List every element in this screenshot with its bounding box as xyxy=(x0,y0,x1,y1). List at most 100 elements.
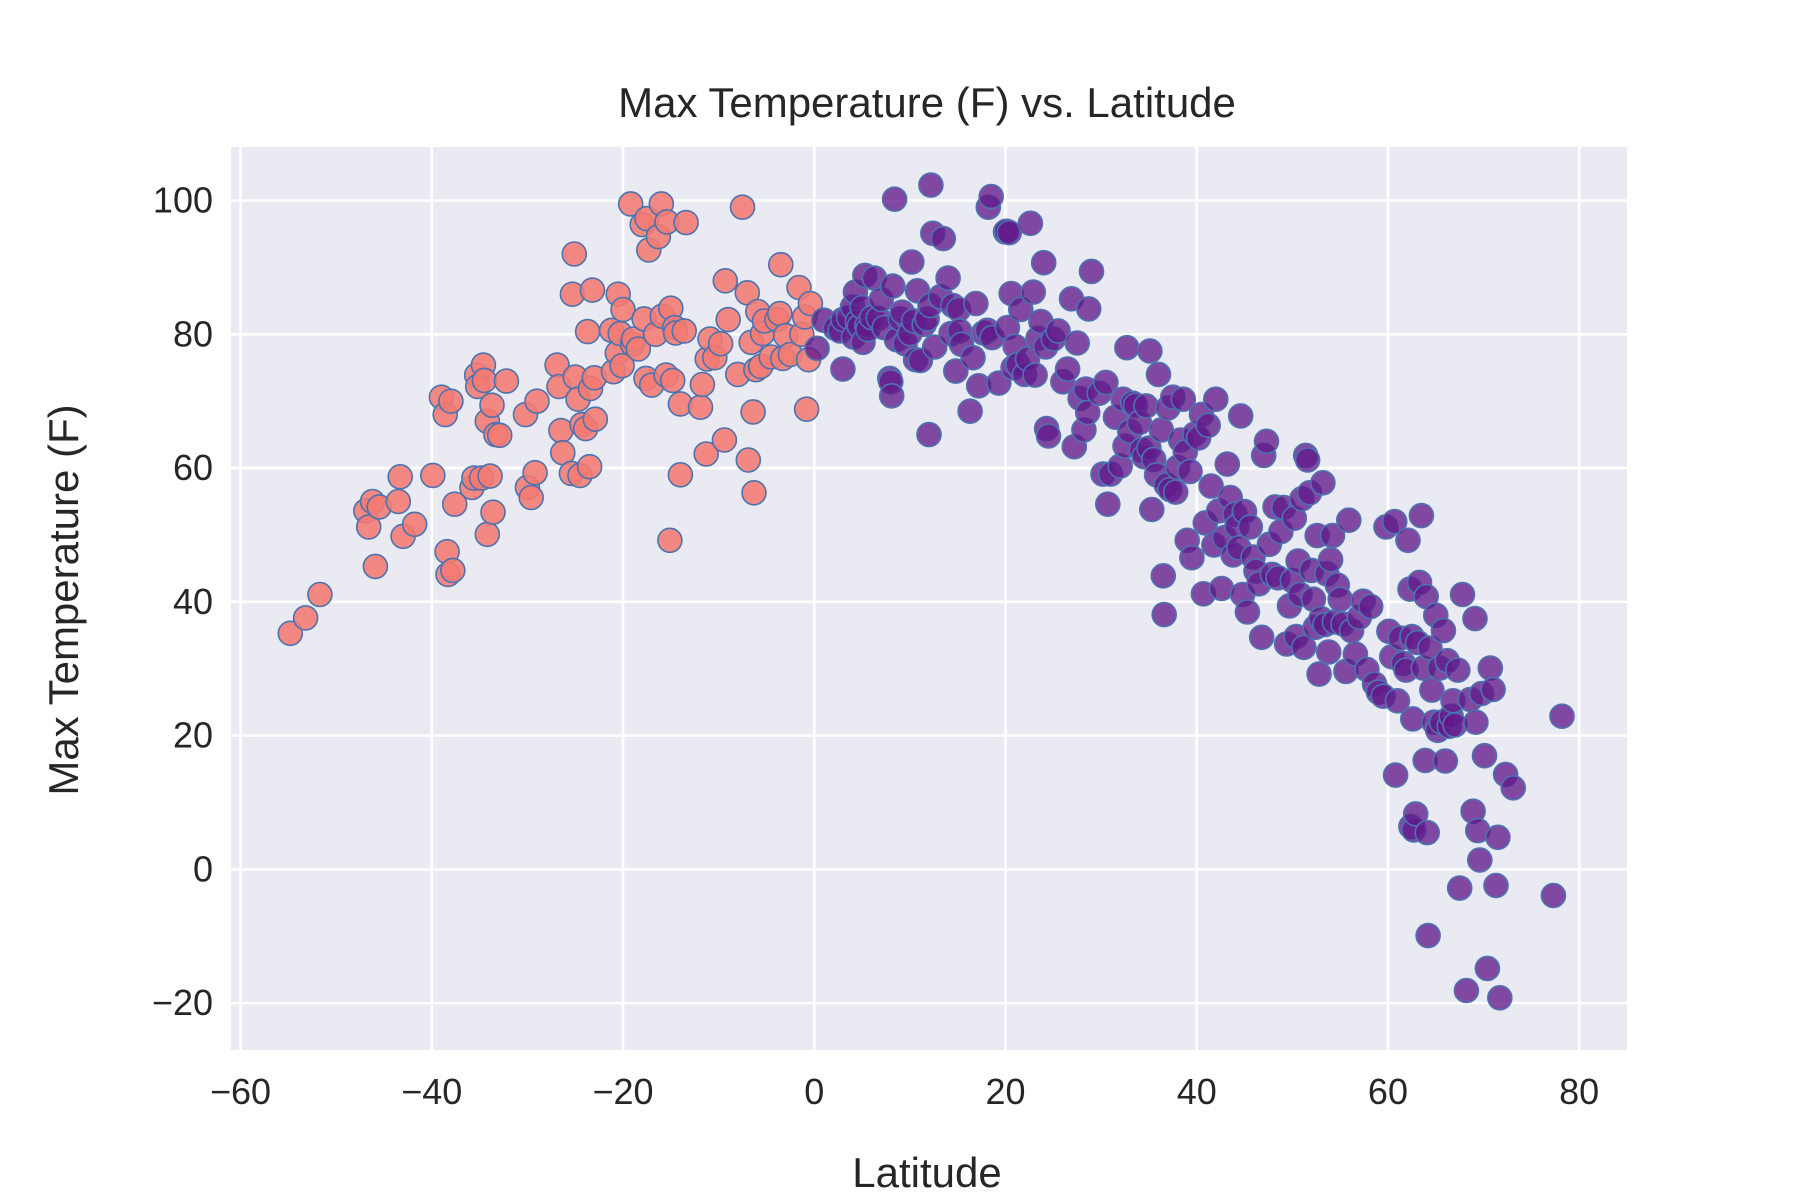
data-point xyxy=(1139,496,1165,523)
data-point xyxy=(1430,617,1457,644)
data-point xyxy=(1045,318,1071,344)
data-point xyxy=(1474,955,1501,982)
data-point xyxy=(355,514,382,540)
data-point xyxy=(1480,676,1506,703)
data-point xyxy=(1446,875,1473,901)
data-point xyxy=(574,318,601,345)
data-point xyxy=(1075,296,1102,322)
data-point xyxy=(1400,706,1426,732)
data-point xyxy=(715,306,742,333)
data-point xyxy=(401,511,428,538)
data-point xyxy=(942,358,969,384)
data-point xyxy=(1030,249,1057,276)
data-point xyxy=(830,356,856,382)
data-point xyxy=(1020,279,1046,305)
data-point xyxy=(881,186,908,212)
data-point xyxy=(474,521,501,548)
data-point xyxy=(1054,356,1081,382)
data-point xyxy=(1064,330,1090,356)
data-point xyxy=(916,421,942,448)
y-axis-label: Max Temperature (F) xyxy=(40,404,87,795)
data-point xyxy=(518,484,545,511)
data-point xyxy=(1095,491,1121,518)
y-tick-label: −20 xyxy=(152,982,213,1023)
data-point xyxy=(1035,423,1062,449)
x-tick-label: −20 xyxy=(592,1071,653,1112)
data-point xyxy=(1017,210,1044,237)
y-axis-ticks: −20 0 20 40 60 80 100 xyxy=(152,180,213,1024)
data-point xyxy=(793,396,820,423)
data-point xyxy=(687,394,714,421)
data-point xyxy=(1463,709,1489,736)
data-point xyxy=(1291,634,1317,661)
x-axis-label: Latitude xyxy=(852,1149,1001,1196)
data-point xyxy=(963,290,989,317)
data-point xyxy=(1415,922,1441,949)
data-point xyxy=(524,388,550,415)
data-point xyxy=(576,453,603,480)
data-point xyxy=(1294,447,1321,473)
data-point xyxy=(1179,544,1205,571)
data-point xyxy=(1253,428,1280,455)
data-point xyxy=(1327,586,1353,613)
x-tick-label: 20 xyxy=(985,1071,1025,1112)
data-point xyxy=(1208,575,1235,602)
data-point xyxy=(1198,473,1224,499)
data-point xyxy=(579,277,606,303)
data-point xyxy=(1195,412,1221,439)
data-point xyxy=(978,183,1005,210)
data-point xyxy=(1442,712,1468,738)
x-tick-label: 60 xyxy=(1368,1071,1408,1112)
x-tick-label: 40 xyxy=(1177,1071,1217,1112)
data-point xyxy=(1234,599,1261,625)
data-point xyxy=(1462,605,1488,632)
data-point xyxy=(477,463,503,489)
x-tick-label: −40 xyxy=(401,1071,462,1112)
data-point xyxy=(712,267,739,294)
data-point xyxy=(277,620,304,647)
data-point xyxy=(1357,593,1384,620)
data-point xyxy=(1445,657,1471,683)
data-point xyxy=(362,553,389,580)
data-point xyxy=(1022,362,1048,388)
data-point xyxy=(960,344,986,371)
data-point xyxy=(439,557,466,584)
data-point xyxy=(1382,762,1409,788)
data-point xyxy=(1449,581,1476,608)
data-point xyxy=(1402,801,1429,827)
data-point xyxy=(797,290,824,317)
data-point xyxy=(1395,527,1421,554)
data-point xyxy=(1432,748,1459,774)
data-point xyxy=(479,392,505,419)
data-point xyxy=(582,406,609,433)
data-point xyxy=(480,499,506,526)
data-point xyxy=(1145,361,1172,388)
chart-title: Max Temperature (F) vs. Latitude xyxy=(618,79,1236,126)
y-tick-label: 40 xyxy=(173,581,213,622)
data-point xyxy=(1177,458,1203,485)
data-point xyxy=(385,488,412,515)
data-points xyxy=(277,172,1575,1011)
data-point xyxy=(1151,601,1177,628)
data-point xyxy=(1453,977,1480,1004)
data-point xyxy=(1214,451,1241,477)
data-point xyxy=(522,459,548,486)
data-point xyxy=(957,398,983,425)
x-tick-label: −60 xyxy=(210,1071,271,1112)
data-point xyxy=(561,241,588,267)
data-point xyxy=(930,225,957,252)
data-point xyxy=(657,527,683,554)
x-axis-ticks: −60 −40 −20 0 20 40 60 80 xyxy=(210,1071,1599,1112)
data-point xyxy=(419,462,446,489)
y-tick-label: 20 xyxy=(173,715,213,756)
data-point xyxy=(1467,847,1493,873)
data-point xyxy=(689,371,716,398)
data-point xyxy=(693,441,720,467)
data-point xyxy=(673,209,699,236)
data-point xyxy=(1310,469,1336,496)
data-point xyxy=(1336,507,1362,534)
data-point xyxy=(548,417,574,444)
data-point xyxy=(740,399,766,425)
data-point xyxy=(1237,514,1264,540)
data-point xyxy=(898,249,925,275)
